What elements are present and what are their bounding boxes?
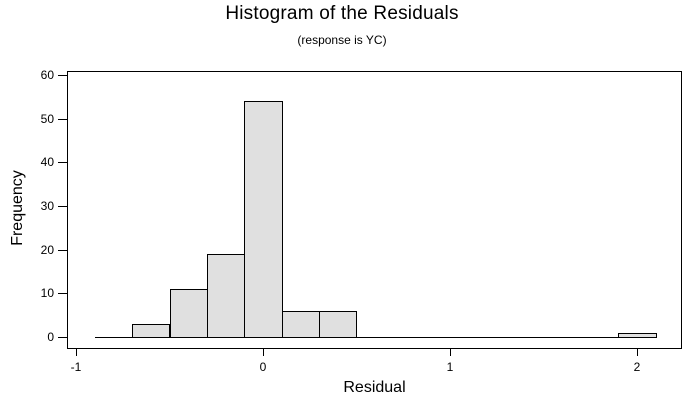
- histogram-bar: [206, 254, 246, 338]
- y-axis-tick-label: 60: [40, 68, 54, 82]
- y-axis-tick: [58, 206, 67, 207]
- histogram-bar: [169, 288, 208, 338]
- histogram-bar: [244, 101, 283, 338]
- x-axis-tick-label: -1: [70, 360, 82, 374]
- x-axis-tick: [450, 349, 451, 356]
- y-axis-tick-label: 10: [40, 286, 54, 301]
- x-axis-title: Residual: [343, 379, 406, 396]
- y-axis-tick-label: 40: [40, 155, 54, 170]
- y-axis-tick-label: 20: [40, 242, 54, 257]
- x-axis-tick-label: 0: [259, 360, 267, 374]
- histogram-bar: [618, 332, 657, 338]
- y-axis-tick-label: 30: [40, 199, 54, 213]
- y-axis-tick-label: 0: [47, 330, 54, 344]
- histogram-baseline: [94, 337, 656, 338]
- x-axis-tick-label: 2: [633, 360, 641, 374]
- x-axis-tick-label: 1: [446, 360, 454, 374]
- y-axis-tick: [58, 293, 67, 295]
- chart-subtitle: (response is YC): [297, 33, 387, 47]
- chart-title: Histogram of the Residuals: [225, 3, 459, 24]
- y-axis-tick-label: 50: [40, 111, 54, 126]
- y-axis-tick: [58, 75, 67, 76]
- y-axis-tick: [58, 118, 67, 120]
- plot-area-frame: [67, 71, 682, 349]
- histogram-bar: [319, 310, 358, 338]
- histogram-bar: [281, 310, 321, 338]
- y-axis-tick: [58, 249, 67, 251]
- x-axis-tick: [263, 349, 264, 356]
- y-axis-tick: [58, 162, 67, 164]
- histogram-bar: [132, 323, 171, 338]
- x-axis-tick: [76, 349, 77, 356]
- y-axis-tick: [58, 337, 67, 338]
- x-axis-tick: [637, 349, 638, 356]
